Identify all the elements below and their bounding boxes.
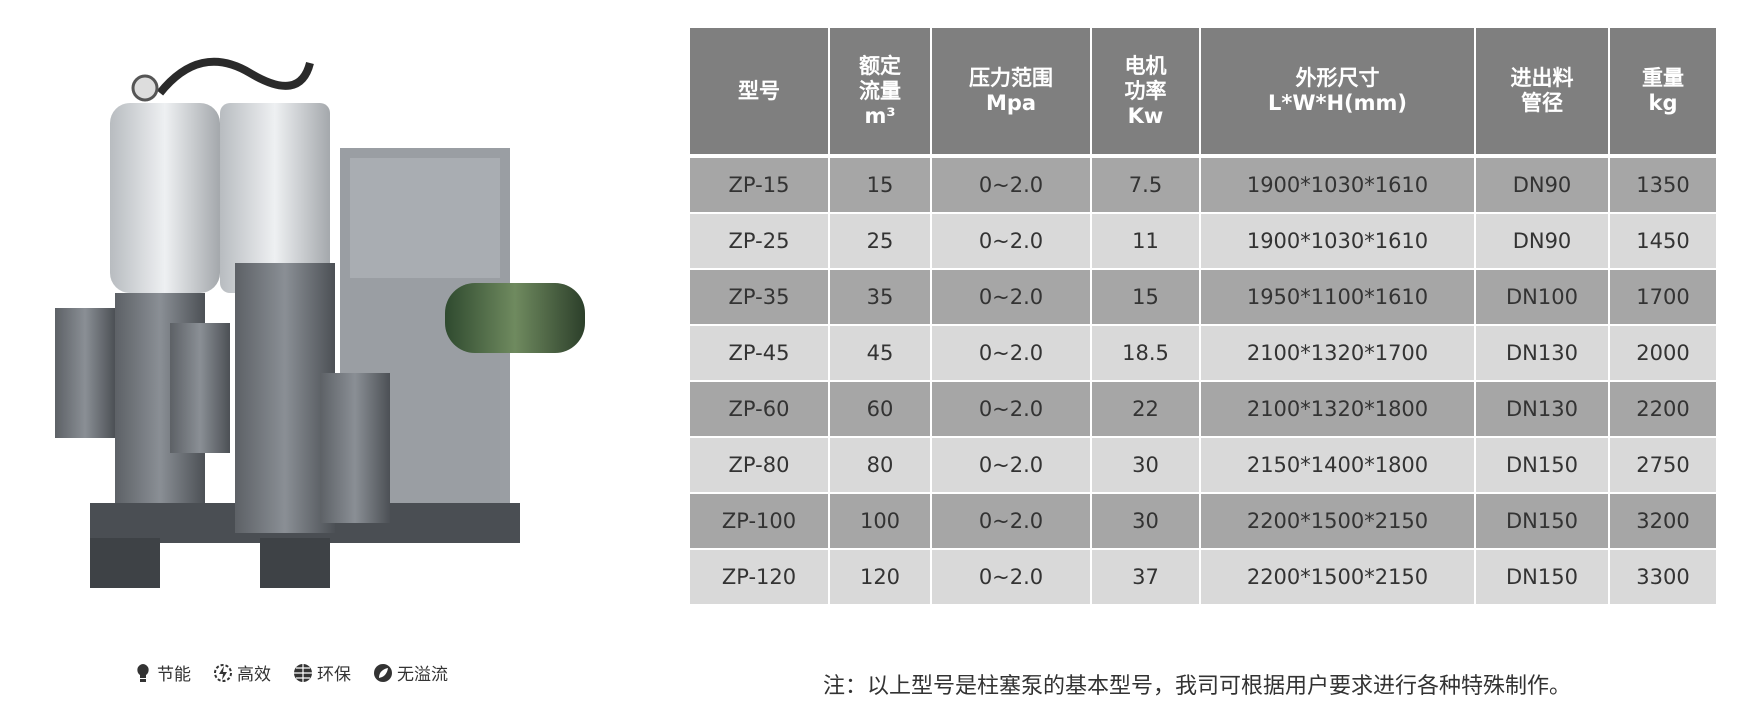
table-cell: DN130: [1476, 382, 1608, 438]
table-cell: 22: [1092, 382, 1199, 438]
column-header-line: L*W*H(mm): [1267, 91, 1408, 115]
table-row: ZP-35 35 0~2.0 15 1950*1100*1610 DN100 1700: [690, 270, 1716, 326]
plunger-pump-product-image: [50, 33, 598, 598]
column-header: 压力范围 Mpa: [932, 28, 1090, 158]
table-cell: 30: [1092, 494, 1199, 550]
table-cell: 3200: [1610, 494, 1716, 550]
lightbulb-icon: [137, 663, 149, 682]
table-cell: 15: [1092, 270, 1199, 326]
lightning-gear-icon: [214, 663, 232, 682]
table-cell: 2200*1500*2150: [1201, 494, 1474, 550]
table-cell: 7.5: [1092, 158, 1199, 214]
table-cell: 2000: [1610, 326, 1716, 382]
table-cell: 30: [1092, 438, 1199, 494]
column-header-line: 功率: [1124, 78, 1167, 103]
feature-high-efficiency: 高效: [213, 660, 271, 685]
table-cell: 2150*1400*1800: [1201, 438, 1474, 494]
table-cell: 3300: [1610, 550, 1716, 606]
table-cell: DN150: [1476, 494, 1608, 550]
column-header: 进出料 管径: [1476, 28, 1608, 158]
table-cell: 11: [1092, 214, 1199, 270]
column-header-line: m³: [864, 103, 896, 128]
table-cell: 0~2.0: [932, 494, 1090, 550]
table-cell: 18.5: [1092, 326, 1199, 382]
table-row: ZP-60 60 0~2.0 22 2100*1320*1800 DN130 2200: [690, 382, 1716, 438]
table-cell: 1700: [1610, 270, 1716, 326]
table-cell: 37: [1092, 550, 1199, 606]
table-cell: 0~2.0: [932, 382, 1090, 438]
column-header: 外形尺寸 L*W*H(mm): [1201, 28, 1474, 158]
table-cell: ZP-35: [690, 270, 828, 326]
leaf-circle-icon: [374, 663, 392, 682]
table-cell: 25: [830, 214, 930, 270]
column-header: 额定 流量 m³: [830, 28, 930, 158]
table-row: ZP-80 80 0~2.0 30 2150*1400*1800 DN150 2750: [690, 438, 1716, 494]
table-cell: ZP-120: [690, 550, 828, 606]
globe-icon: [294, 663, 312, 682]
footnote: 注：以上型号是柱塞泵的基本型号，我司可根据用户要求进行各种特殊制作。: [823, 674, 1572, 699]
table-cell: ZP-60: [690, 382, 828, 438]
table-cell: 0~2.0: [932, 158, 1090, 214]
table-cell: 2750: [1610, 438, 1716, 494]
table-row: ZP-120 120 0~2.0 37 2200*1500*2150 DN150 3300: [690, 550, 1716, 606]
feature-list: 节能 高效 环保 无溢流: [133, 660, 448, 685]
column-header: 重量 kg: [1610, 28, 1716, 158]
table-cell: 1950*1100*1610: [1201, 270, 1474, 326]
column-header: 型号: [690, 28, 828, 158]
table-cell: 1350: [1610, 158, 1716, 214]
column-header-line: 进出料: [1510, 66, 1574, 90]
table-cell: DN100: [1476, 270, 1608, 326]
feature-eco-friendly: 环保: [293, 660, 351, 685]
table-cell: 80: [830, 438, 930, 494]
feature-energy-saving: 节能: [133, 660, 191, 685]
column-header-line: Mpa: [985, 91, 1037, 115]
table-cell: 2200*1500*2150: [1201, 550, 1474, 606]
table-cell: 1450: [1610, 214, 1716, 270]
table-cell: 100: [830, 494, 930, 550]
table-row: ZP-45 45 0~2.0 18.5 2100*1320*1700 DN130 2000: [690, 326, 1716, 382]
column-header-line: 型号: [738, 78, 780, 103]
table-cell: 0~2.0: [932, 214, 1090, 270]
table-cell: ZP-80: [690, 438, 828, 494]
table-cell: 1900*1030*1610: [1201, 214, 1474, 270]
table-cell: DN90: [1476, 158, 1608, 214]
table-cell: 60: [830, 382, 930, 438]
table-row: ZP-100 100 0~2.0 30 2200*1500*2150 DN150 3200: [690, 494, 1716, 550]
column-header-line: 管径: [1521, 91, 1563, 115]
column-header-line: 电机: [1124, 53, 1167, 78]
spec-table: 型号 额定 流量 m³ 压力范围 Mpa 电机 功率 Kw 外形尺寸 L*W*H(mm) 进出料 管径重…: [688, 28, 1718, 606]
table-cell: 120: [830, 550, 930, 606]
table-cell: 0~2.0: [932, 326, 1090, 382]
column-header-line: 流量: [859, 78, 901, 103]
column-header-line: Kw: [1127, 103, 1164, 128]
table-cell: 2100*1320*1700: [1201, 326, 1474, 382]
table-cell: 0~2.0: [932, 438, 1090, 494]
column-header-line: 外形尺寸: [1295, 66, 1380, 90]
table-row: ZP-15 15 0~2.0 7.5 1900*1030*1610 DN90 1350: [690, 158, 1716, 214]
column-header: 电机 功率 Kw: [1092, 28, 1199, 158]
table-row: ZP-25 25 0~2.0 11 1900*1030*1610 DN90 1450: [690, 214, 1716, 270]
column-header-line: 重量: [1642, 66, 1684, 90]
table-cell: DN90: [1476, 214, 1608, 270]
table-cell: 0~2.0: [932, 550, 1090, 606]
column-header-line: 压力范围: [969, 66, 1053, 90]
table-cell: DN150: [1476, 550, 1608, 606]
table-cell: 35: [830, 270, 930, 326]
table-cell: ZP-25: [690, 214, 828, 270]
column-header-line: 额定: [859, 53, 901, 78]
table-cell: ZP-45: [690, 326, 828, 382]
table-cell: 2200: [1610, 382, 1716, 438]
table-header-row: 型号 额定 流量 m³ 压力范围 Mpa 电机 功率 Kw 外形尺寸 L*W*H(mm) 进出料 管径重…: [690, 28, 1716, 158]
column-header-line: kg: [1648, 91, 1678, 115]
table-cell: ZP-15: [690, 158, 828, 214]
table-cell: 0~2.0: [932, 270, 1090, 326]
table-cell: 2100*1320*1800: [1201, 382, 1474, 438]
table-cell: DN150: [1476, 438, 1608, 494]
table-cell: 1900*1030*1610: [1201, 158, 1474, 214]
table-cell: DN130: [1476, 326, 1608, 382]
table-cell: 15: [830, 158, 930, 214]
table-cell: ZP-100: [690, 494, 828, 550]
feature-no-overflow: 无溢流: [373, 660, 448, 685]
table-cell: 45: [830, 326, 930, 382]
